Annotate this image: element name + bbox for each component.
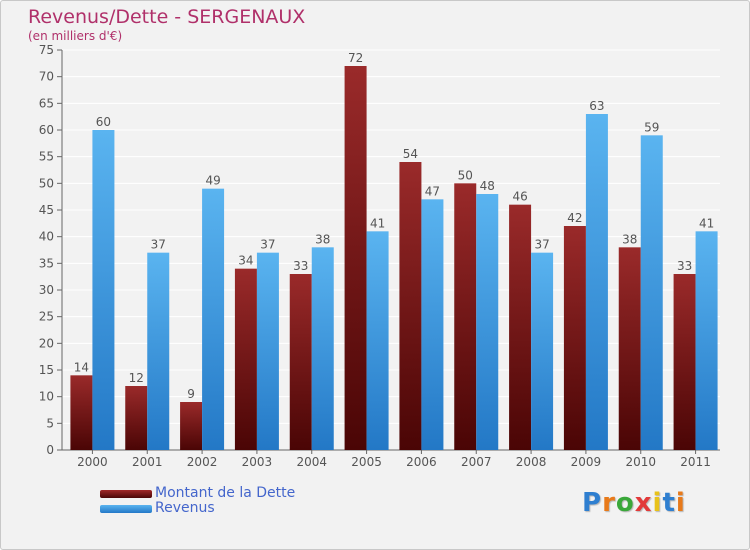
data-label-dette: 50 <box>458 168 473 182</box>
y-tick-label: 15 <box>39 363 54 377</box>
logo-letter: o <box>615 488 635 518</box>
y-tick-label: 25 <box>39 310 54 324</box>
y-tick-label: 60 <box>39 123 54 137</box>
y-tick-label: 40 <box>39 230 54 244</box>
data-label-revenus: 63 <box>589 99 604 113</box>
data-label-revenus: 41 <box>370 216 385 230</box>
data-label-revenus: 48 <box>480 179 495 193</box>
y-tick-label: 5 <box>46 416 54 430</box>
data-label-dette: 42 <box>567 211 582 225</box>
legend-label-dette: Montant de la Dette <box>155 485 296 501</box>
bar-dette <box>563 226 586 450</box>
data-label-dette: 38 <box>622 232 637 246</box>
bar-dette <box>618 247 641 450</box>
bar-dette <box>289 274 312 450</box>
logo-letter: x <box>634 488 653 518</box>
bar-dette <box>70 375 93 450</box>
data-label-revenus: 41 <box>699 216 714 230</box>
bar-revenus <box>585 114 608 450</box>
data-label-dette: 33 <box>293 259 308 273</box>
bar-revenus <box>366 231 389 450</box>
x-tick-label: 2009 <box>571 455 602 469</box>
x-tick-label: 2000 <box>77 455 108 469</box>
y-tick-label: 20 <box>39 336 54 350</box>
x-tick-label: 2002 <box>187 455 218 469</box>
y-tick-label: 0 <box>46 443 54 457</box>
y-tick-label: 30 <box>39 283 54 297</box>
chart-title: Revenus/Dette - SERGENAUX <box>28 6 306 28</box>
bar-dette <box>399 162 422 450</box>
data-label-dette: 72 <box>348 51 363 65</box>
bar-revenus <box>311 247 334 450</box>
bar-dette <box>673 274 696 450</box>
bar-revenus <box>476 194 499 450</box>
logo-letter: i <box>652 488 663 518</box>
bar-dette <box>454 183 477 451</box>
proxiti-logo: Proxiti <box>582 488 686 518</box>
x-tick-label: 2004 <box>296 455 327 469</box>
data-label-dette: 12 <box>129 371 144 385</box>
bar-dette <box>234 268 257 450</box>
data-label-revenus: 59 <box>644 120 659 134</box>
data-label-revenus: 38 <box>315 232 330 246</box>
x-tick-label: 2007 <box>461 455 492 469</box>
x-tick-label: 2011 <box>680 455 711 469</box>
bar-revenus <box>92 130 115 450</box>
x-tick-label: 2001 <box>132 455 163 469</box>
bar-revenus <box>421 199 444 450</box>
x-tick-label: 2003 <box>242 455 273 469</box>
logo-letter: t <box>662 488 676 518</box>
bar-revenus <box>695 231 718 450</box>
y-tick-label: 70 <box>39 70 54 84</box>
logo-letter: P <box>582 488 603 518</box>
y-tick-label: 75 <box>39 43 54 57</box>
data-label-revenus: 37 <box>260 238 275 252</box>
bar-revenus <box>640 135 663 451</box>
data-label-dette: 34 <box>238 254 253 268</box>
legend-swatch-dette <box>100 490 152 498</box>
data-label-dette: 46 <box>512 190 527 204</box>
bar-dette <box>344 66 367 450</box>
y-tick-label: 10 <box>39 390 54 404</box>
data-label-dette: 14 <box>74 360 89 374</box>
legend-swatch-revenus <box>100 505 152 513</box>
x-tick-label: 2005 <box>351 455 382 469</box>
chart-subtitle: (en milliers d'€) <box>28 29 123 43</box>
bar-revenus <box>256 252 279 450</box>
y-tick-label: 55 <box>39 150 54 164</box>
y-tick-label: 35 <box>39 256 54 270</box>
bar-dette <box>509 204 532 450</box>
bar-revenus <box>531 252 554 450</box>
x-tick-label: 2008 <box>516 455 547 469</box>
y-tick-label: 45 <box>39 203 54 217</box>
data-label-dette: 54 <box>403 147 418 161</box>
bar-dette <box>180 402 203 450</box>
bar-revenus <box>202 188 225 450</box>
y-tick-label: 50 <box>39 176 54 190</box>
data-label-revenus: 47 <box>425 184 440 198</box>
data-label-dette: 33 <box>677 259 692 273</box>
x-tick-label: 2010 <box>625 455 656 469</box>
bar-dette <box>125 386 148 450</box>
data-label-revenus: 60 <box>96 115 111 129</box>
legend-label-revenus: Revenus <box>155 500 215 516</box>
logo-letter: r <box>602 488 616 518</box>
data-label-revenus: 49 <box>205 174 220 188</box>
data-label-dette: 9 <box>187 387 195 401</box>
y-tick-label: 65 <box>39 96 54 110</box>
data-label-revenus: 37 <box>151 238 166 252</box>
x-tick-label: 2006 <box>406 455 437 469</box>
data-label-revenus: 37 <box>534 238 549 252</box>
logo-letter: i <box>675 488 686 518</box>
bar-revenus <box>147 252 170 450</box>
